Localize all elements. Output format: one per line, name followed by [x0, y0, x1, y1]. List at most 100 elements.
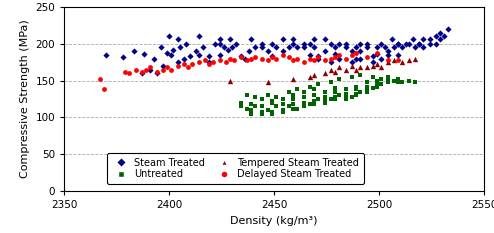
- Point: [182, 42, 190, 46]
- Point: [426, 42, 434, 46]
- Point: [310, 73, 318, 77]
- Point: [157, 46, 165, 49]
- Point: [384, 53, 392, 57]
- Point: [279, 102, 287, 106]
- Point: [363, 80, 370, 84]
- Point: [264, 58, 272, 62]
- Point: [390, 45, 398, 49]
- Point: [403, 42, 411, 46]
- Point: [348, 49, 356, 53]
- Point: [293, 45, 301, 49]
- Point: [348, 64, 356, 68]
- Point: [405, 42, 412, 46]
- Point: [180, 57, 188, 60]
- Point: [342, 57, 350, 60]
- Point: [272, 57, 280, 60]
- Point: [237, 105, 245, 108]
- Point: [415, 42, 423, 46]
- Point: [436, 38, 444, 41]
- Point: [216, 58, 224, 62]
- Point: [289, 102, 297, 106]
- Point: [352, 92, 360, 96]
- Point: [289, 42, 297, 46]
- Point: [195, 53, 203, 57]
- Point: [369, 75, 377, 79]
- Point: [352, 68, 360, 72]
- Point: [201, 58, 209, 62]
- Point: [237, 54, 245, 58]
- Point: [268, 99, 276, 103]
- Point: [285, 90, 293, 93]
- Point: [289, 38, 297, 41]
- Point: [306, 85, 314, 88]
- Point: [363, 55, 370, 59]
- Point: [216, 42, 224, 46]
- Point: [264, 49, 272, 53]
- Point: [384, 77, 392, 81]
- Point: [384, 80, 392, 84]
- Point: [119, 55, 127, 59]
- Point: [342, 45, 350, 49]
- Point: [268, 55, 276, 59]
- Point: [138, 70, 146, 74]
- Point: [363, 85, 370, 88]
- Point: [314, 82, 322, 86]
- Point: [419, 45, 427, 49]
- Point: [352, 93, 360, 97]
- Point: [241, 57, 248, 60]
- Point: [193, 49, 201, 53]
- Point: [167, 68, 175, 72]
- Point: [299, 45, 307, 49]
- Point: [331, 45, 339, 49]
- Point: [342, 88, 350, 91]
- Point: [363, 65, 370, 69]
- Point: [335, 42, 343, 46]
- Point: [342, 97, 350, 101]
- Point: [258, 42, 266, 46]
- Point: [390, 58, 398, 62]
- Point: [348, 95, 356, 99]
- Y-axis label: Compressive Strength (MPa): Compressive Strength (MPa): [20, 20, 30, 178]
- Point: [310, 58, 318, 62]
- Point: [199, 45, 207, 49]
- Point: [264, 108, 272, 112]
- Point: [299, 95, 307, 99]
- Point: [247, 102, 255, 106]
- Point: [264, 93, 272, 97]
- Point: [176, 45, 184, 49]
- Point: [384, 75, 392, 79]
- Point: [356, 90, 364, 93]
- Point: [289, 58, 297, 62]
- Point: [321, 38, 329, 41]
- Point: [258, 105, 266, 108]
- Point: [102, 53, 110, 57]
- Point: [331, 55, 339, 59]
- Point: [121, 70, 129, 74]
- Point: [159, 68, 167, 72]
- Point: [384, 60, 392, 64]
- Point: [321, 49, 329, 53]
- Point: [153, 70, 161, 74]
- Point: [398, 45, 406, 49]
- Point: [146, 65, 154, 69]
- Point: [342, 42, 350, 46]
- Point: [373, 51, 381, 55]
- Point: [314, 57, 322, 60]
- Point: [205, 60, 213, 64]
- Point: [363, 42, 370, 46]
- Point: [377, 57, 385, 60]
- Point: [293, 107, 301, 110]
- Point: [314, 54, 322, 58]
- Point: [142, 68, 150, 72]
- Point: [342, 92, 350, 96]
- Point: [321, 58, 329, 62]
- Point: [243, 93, 251, 97]
- Point: [100, 88, 108, 91]
- Point: [331, 95, 339, 99]
- Point: [369, 60, 377, 64]
- Point: [331, 52, 339, 56]
- Point: [377, 82, 385, 86]
- Point: [363, 88, 370, 91]
- Legend: Steam Treated, Untreated, Tempered Steam Treated, Delayed Steam Treated: Steam Treated, Untreated, Tempered Steam…: [107, 153, 364, 184]
- Point: [356, 49, 364, 53]
